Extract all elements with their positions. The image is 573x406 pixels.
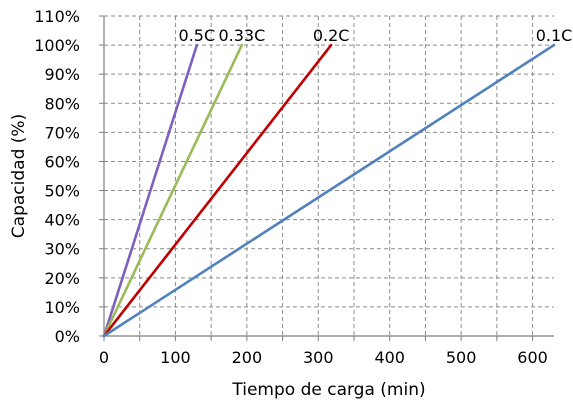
x-tick-label: 200 [232, 348, 263, 367]
x-tick-label: 600 [517, 348, 548, 367]
y-tick-label: 20% [44, 269, 80, 288]
series-label-0.1C: 0.1C [536, 26, 573, 45]
y-tick-label: 80% [44, 94, 80, 113]
series-label-0.5C: 0.5C [179, 26, 216, 45]
y-tick-label: 110% [34, 7, 80, 26]
series-line-0.1C [102, 43, 556, 338]
series-labels: 0.5C 0.33C 0.2C 0.1C [179, 26, 573, 45]
y-tick-label: 0% [55, 327, 80, 346]
x-tick-label: 500 [446, 348, 477, 367]
grid [104, 15, 554, 336]
y-tick-label: 30% [44, 240, 80, 259]
y-tick-labels: 0% 10% 20% 30% 40% 50% 60% 70% 80% 90% 100% 110% [34, 7, 80, 346]
axes [99, 15, 554, 341]
x-tick-label: 300 [303, 348, 334, 367]
x-tick-label: 400 [374, 348, 405, 367]
plot-area [104, 16, 554, 336]
y-tick-label: 50% [44, 182, 80, 201]
y-tick-label: 10% [44, 298, 80, 317]
y-axis-title: Capacidad (%) [9, 114, 29, 238]
y-tick-label: 60% [44, 152, 80, 171]
x-tick-label: 100 [160, 348, 191, 367]
series-label-0.33C: 0.33C [218, 26, 265, 45]
y-tick-label: 70% [44, 123, 80, 142]
series-lines [102, 43, 556, 338]
series-line-0.5C [102, 43, 199, 338]
series-line-0.33C [102, 43, 244, 338]
series-label-0.2C: 0.2C [313, 26, 350, 45]
y-tick-label: 40% [44, 211, 80, 230]
y-tick-label: 90% [44, 65, 80, 84]
x-axis-title: Tiempo de carga (min) [231, 380, 425, 400]
series-line-0.2C [102, 43, 333, 338]
x-tick-label: 0 [99, 348, 109, 367]
y-tick-label: 100% [34, 36, 80, 55]
x-tick-labels: 0 100 200 300 400 500 600 [99, 348, 548, 367]
